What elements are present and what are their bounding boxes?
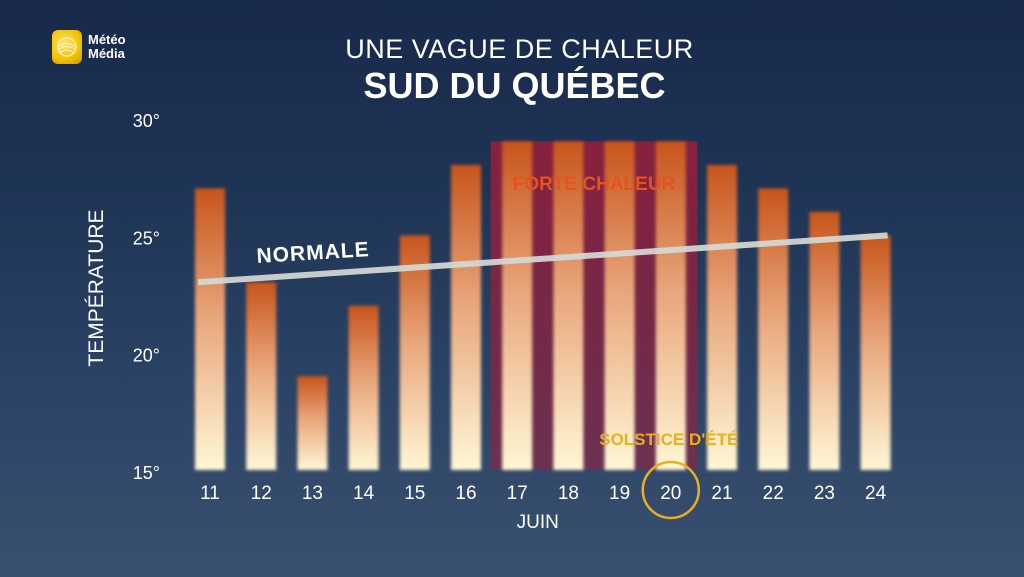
bar-13	[297, 376, 328, 470]
bar-15	[399, 235, 430, 470]
x-tick-label: 21	[711, 483, 732, 504]
header-subtitle: SUD DU QUÉBEC	[363, 65, 666, 106]
y-tick-label: 20°	[133, 346, 160, 366]
x-tick-label: 11	[200, 483, 220, 504]
y-tick-label: 25°	[133, 228, 160, 248]
logo-line-2: Média	[88, 46, 125, 61]
bar-21	[707, 164, 737, 470]
y-tick-label: 15°	[133, 463, 160, 483]
meteomedia-logo: Météo Média	[52, 30, 126, 64]
normal-line	[197, 232, 888, 286]
x-tick-label: 17	[507, 483, 528, 504]
header-title: UNE VAGUE DE CHALEUR	[345, 34, 694, 64]
header: UNE VAGUE DE CHALEUR SUD DU QUÉBEC	[0, 32, 1024, 106]
logo-line-1: Météo	[88, 32, 126, 47]
x-tick-label: 18	[558, 483, 579, 504]
normal-label: NORMALE	[256, 238, 370, 268]
x-tick-label: 19	[609, 483, 630, 504]
x-tick-label: 12	[251, 483, 272, 504]
y-tick-label: 30°	[133, 111, 160, 131]
bar-12	[246, 282, 277, 470]
bar-20	[655, 141, 686, 470]
bar-24	[860, 235, 891, 470]
sun-logo-icon	[52, 30, 82, 64]
bar-11	[195, 188, 225, 470]
bar-18	[553, 141, 584, 470]
x-tick-label: 22	[763, 483, 784, 504]
x-axis-label: JUIN	[517, 512, 559, 533]
bar-14	[348, 305, 379, 470]
bar-17	[502, 141, 533, 470]
x-tick-label: 16	[455, 483, 476, 504]
x-tick-label: 24	[865, 483, 887, 504]
forte-chaleur-label: FORTE CHALEUR	[513, 174, 676, 195]
solstice-label: SOLSTICE D'ÉTÉ	[599, 430, 738, 449]
x-tick-label: 20	[660, 483, 681, 504]
bar-16	[451, 164, 481, 470]
x-tick-label: 15	[404, 483, 425, 504]
bar-19	[604, 141, 635, 470]
x-tick-label: 14	[353, 483, 375, 504]
solstice-circle	[641, 460, 701, 520]
bar-23	[809, 211, 840, 470]
x-tick-label: 13	[302, 483, 323, 504]
y-axis-label: TEMPÉRATURE	[85, 209, 108, 366]
x-tick-label: 23	[814, 483, 835, 504]
bar-22	[758, 188, 789, 470]
